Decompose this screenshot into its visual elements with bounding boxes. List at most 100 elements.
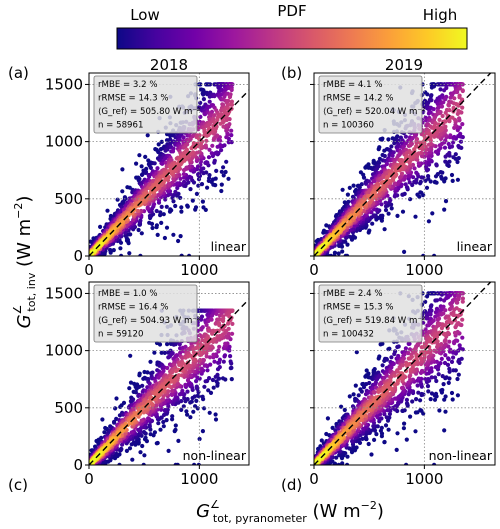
- scatter-point: [442, 428, 447, 433]
- scatter-point: [382, 227, 387, 232]
- scatter-point: [123, 233, 128, 238]
- scatter-point: [376, 147, 381, 152]
- scatter-point: [325, 416, 330, 421]
- stats-line: ⟨G_ref⟩ = 504.93 W m⁻²: [98, 316, 200, 326]
- scatter-point: [170, 149, 176, 154]
- scatter-point: [227, 94, 232, 100]
- scatter-point: [447, 150, 452, 156]
- scatter-point: [353, 383, 358, 388]
- scatter-point: [451, 135, 456, 140]
- scatter-point: [460, 88, 465, 94]
- scatter-point: [386, 211, 391, 216]
- scatter-point: [143, 170, 148, 175]
- panel-a-label: (a): [8, 64, 29, 82]
- scatter-point: [383, 200, 388, 205]
- scatter-point: [164, 418, 169, 423]
- scatter-point: [228, 359, 233, 364]
- scatter-point: [438, 110, 443, 115]
- scatter-point: [443, 409, 448, 414]
- scatter-point: [455, 89, 460, 95]
- y-tick-label: 1500: [45, 284, 83, 302]
- scatter-point: [379, 169, 384, 174]
- scatter-point: [221, 165, 226, 170]
- scatter-point: [201, 166, 206, 171]
- scatter-point: [219, 148, 224, 153]
- scatter-point: [442, 360, 448, 366]
- scatter-point: [173, 189, 178, 194]
- scatter-point: [321, 230, 326, 235]
- scatter-point: [217, 357, 222, 362]
- scatter-point: [444, 85, 449, 91]
- scatter-point: [437, 408, 442, 413]
- scatter-point: [188, 400, 193, 405]
- scatter-point: [118, 246, 123, 251]
- scatter-point: [127, 446, 133, 451]
- scatter-point: [212, 359, 217, 364]
- scatter-point: [345, 242, 350, 247]
- scatter-point: [113, 406, 118, 411]
- scatter-point: [157, 342, 163, 347]
- scatter-point: [165, 342, 170, 347]
- scatter-point: [159, 204, 164, 209]
- scatter-point: [227, 310, 232, 316]
- stats-box-background: [93, 284, 198, 343]
- scatter-point: [382, 439, 387, 445]
- scatter-point: [130, 457, 135, 462]
- scatter-point: [162, 350, 167, 355]
- scatter-point: [128, 380, 134, 385]
- panel-b: rMBE = 4.1 %rRMSE = 14.2 %⟨G_ref⟩ = 520.…: [309, 72, 496, 279]
- scatter-point: [418, 380, 423, 385]
- scatter-point: [364, 368, 369, 373]
- scatter-point: [367, 380, 372, 386]
- scatter-point: [193, 205, 199, 210]
- scatter-point: [207, 376, 212, 381]
- x-tick-label: 0: [84, 261, 94, 279]
- scatter-point: [156, 192, 161, 198]
- scatter-point: [451, 355, 456, 360]
- scatter-point: [451, 368, 456, 373]
- scatter-point: [428, 304, 433, 309]
- scatter-point: [198, 357, 203, 363]
- scatter-point: [202, 363, 207, 368]
- scatter-point: [127, 386, 132, 391]
- scatter-point: [441, 382, 446, 387]
- scatter-point: [208, 82, 213, 87]
- scatter-point: [152, 202, 157, 207]
- scatter-point: [392, 181, 398, 186]
- scatter-point: [216, 376, 222, 381]
- scatter-point: [215, 328, 220, 333]
- scatter-point: [456, 156, 461, 161]
- scatter-point: [438, 87, 443, 92]
- scatter-point: [179, 253, 184, 256]
- scatter-point: [389, 144, 394, 149]
- scatter-point: [389, 355, 394, 360]
- scatter-point: [382, 158, 388, 163]
- scatter-point: [414, 177, 419, 182]
- scatter-point: [181, 168, 187, 173]
- scatter-point: [451, 140, 456, 145]
- scatter-point: [379, 425, 384, 430]
- scatter-point: [209, 151, 214, 156]
- scatter-point: [205, 368, 210, 373]
- scatter-point: [138, 218, 143, 223]
- scatter-point: [114, 396, 119, 401]
- scatter-point: [191, 409, 196, 414]
- scatter-point: [148, 165, 153, 170]
- scatter-point: [102, 430, 107, 435]
- scatter-point: [372, 367, 377, 372]
- scatter-point: [457, 357, 462, 362]
- scatter-point: [170, 351, 175, 356]
- scatter-point: [440, 113, 445, 119]
- scatter-point: [458, 131, 463, 136]
- scatter-point: [215, 334, 220, 339]
- scatter-point: [386, 427, 391, 432]
- scatter-point: [121, 200, 126, 205]
- scatter-point: [394, 447, 399, 452]
- scatter-point: [418, 408, 423, 413]
- scatter-point: [436, 372, 441, 377]
- scatter-point: [159, 350, 164, 355]
- y-tick-label: 500: [54, 190, 83, 208]
- scatter-point: [177, 392, 182, 397]
- scatter-point: [345, 192, 350, 197]
- scatter-point: [371, 213, 376, 218]
